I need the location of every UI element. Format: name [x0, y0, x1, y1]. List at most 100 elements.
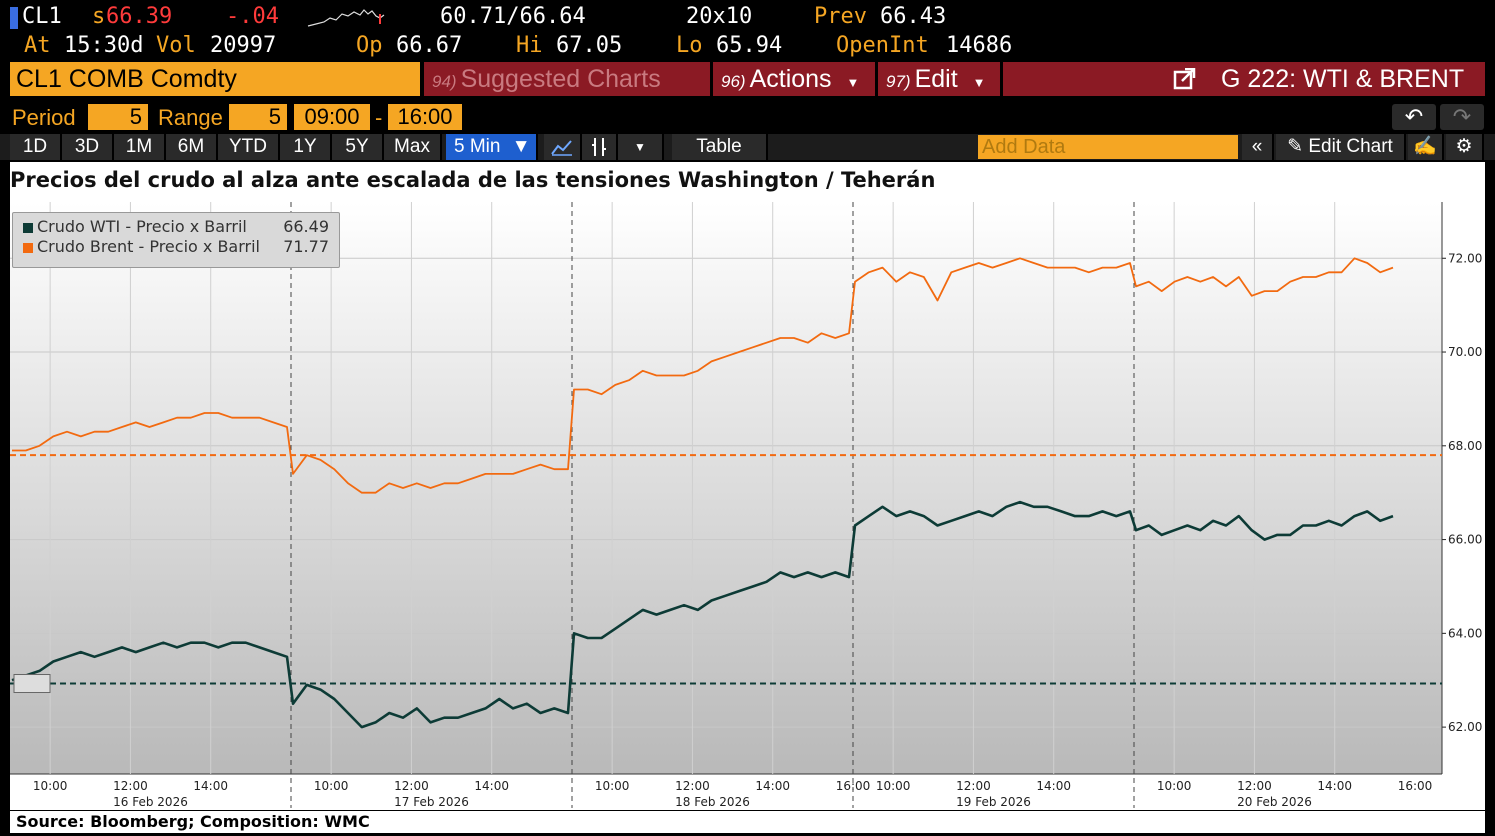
redo-icon[interactable]: ↷ [1440, 104, 1484, 130]
x-tick-label: 16:00 [836, 779, 871, 793]
add-data-input[interactable]: Add Data [978, 135, 1238, 159]
day-label: 19 Feb 2026 [956, 795, 1031, 809]
suggested-label: Suggested Charts [460, 65, 661, 93]
chevron-down-icon: ▼ [972, 75, 986, 90]
legend-label-wti: Crudo WTI - Precio x Barril [37, 217, 247, 236]
chart-toolbar: 1D 3D 1M 6M YTD 1Y 5Y Max 5 Min ▼ ▼ Tabl… [0, 134, 1495, 160]
range-6m-button[interactable]: 6M [166, 134, 218, 160]
range-1m-button[interactable]: 1M [114, 134, 166, 160]
chevron-down-icon: ▼ [511, 136, 531, 157]
edit-menu[interactable]: 97) Edit ▼ [878, 62, 1000, 96]
day-label: 20 Feb 2026 [1237, 795, 1312, 809]
x-tick-label: 12:00 [394, 779, 429, 793]
x-tick-label: 16:00 [1398, 779, 1433, 793]
legend-label-brent: Crudo Brent - Precio x Barril [37, 237, 260, 256]
plot-background [10, 202, 1442, 774]
end-time-input[interactable]: 16:00 [388, 104, 462, 130]
period-input[interactable]: 5 [88, 104, 148, 130]
open-interest-label: OpenInt [836, 33, 929, 58]
bid-ask-size: 20x10 [686, 4, 753, 29]
pencil-icon: ✎ [1287, 136, 1304, 157]
command-bar: CL1 COMB Comdty 94) Suggested Charts 96) A… [0, 62, 1495, 96]
edit-num: 97) [886, 72, 911, 91]
edit-label: Edit [914, 65, 958, 93]
at-time: 15:30d [64, 33, 144, 58]
x-tick-label: 12:00 [113, 779, 148, 793]
edit-chart-label: Edit Chart [1308, 136, 1393, 157]
last-price: 66.39 [106, 4, 173, 29]
x-tick-label: 12:00 [956, 779, 991, 793]
popout-icon[interactable] [1173, 68, 1197, 90]
chart-type-dropdown-icon[interactable]: ▼ [618, 134, 664, 160]
x-tick-label: 14:00 [474, 779, 509, 793]
range-ytd-button[interactable]: YTD [218, 134, 280, 160]
series-line-brent [12, 257, 1394, 494]
vol-value: 20997 [210, 33, 277, 58]
y-tick-label: 68.00 [1448, 439, 1482, 453]
period-label: Period [12, 105, 76, 130]
legend-value-brent: 71.77 [283, 237, 329, 256]
chart-svg: 62.00 64.00 66.00 68.00 70.00 72.00 10:00 12:00… [10, 202, 1482, 809]
range-3d-button[interactable]: 3D [62, 134, 114, 160]
vol-label: Vol [156, 33, 196, 58]
day-label: 16 Feb 2026 [113, 795, 188, 809]
legend-swatch-brent [23, 242, 33, 253]
table-button[interactable]: Table [672, 134, 768, 160]
legend[interactable]: Crudo WTI - Precio x Barril 66.49 Crudo … [12, 212, 340, 268]
net-change: -.04 [226, 4, 279, 29]
low-label: Lo [676, 33, 703, 58]
annotate-icon[interactable]: ✍ [1408, 134, 1444, 160]
edit-chart-button[interactable]: ✎ Edit Chart [1276, 134, 1406, 160]
open-label: Op [356, 33, 383, 58]
candlestick-icon[interactable] [582, 134, 618, 160]
start-time-input[interactable]: 09:00 [294, 104, 370, 130]
chart-title: Precios del crudo al alza ante escalada … [10, 168, 936, 192]
x-tick-label: 14:00 [1036, 779, 1071, 793]
undo-icon[interactable]: ↶ [1392, 104, 1436, 130]
collapse-icon[interactable]: « [1242, 134, 1274, 160]
actions-menu[interactable]: 96) Actions ▼ [713, 62, 875, 96]
period-bar: Period 5 Range 5 09:00 - 16:00 ↶ ↷ [0, 104, 1495, 132]
suggested-charts-button[interactable]: 94) Suggested Charts [424, 62, 710, 96]
line-chart-icon[interactable] [544, 134, 582, 160]
range-max-button[interactable]: Max [384, 134, 442, 160]
ticker[interactable]: CL1 [22, 4, 62, 29]
interval-label: 5 Min [454, 136, 501, 157]
chart-name-bar: G 222: WTI & BRENT [1003, 62, 1485, 96]
range-5y-button[interactable]: 5Y [332, 134, 384, 160]
prev-value: 66.43 [880, 4, 947, 29]
x-tick-label: 10:00 [1157, 779, 1192, 793]
at-label: At [24, 33, 51, 58]
x-tick-label: 12:00 [675, 779, 710, 793]
x-tick-label: 10:00 [314, 779, 349, 793]
x-tick-label: 12:00 [1237, 779, 1272, 793]
y-tick-label: 72.00 [1448, 251, 1482, 265]
gear-icon[interactable]: ⚙ [1446, 134, 1484, 160]
legend-item-wti: Crudo WTI - Precio x Barril 66.49 [23, 217, 329, 237]
x-tick-label: 10:00 [33, 779, 68, 793]
x-tick-label: 10:00 [876, 779, 911, 793]
x-tick-label: 14:00 [193, 779, 228, 793]
bid-ask: 60.71/66.64 [440, 4, 586, 29]
source-footer: Source: Bloomberg; Composition: WMC [10, 811, 1485, 833]
security-field[interactable]: CL1 COMB Comdty [10, 62, 420, 96]
day-label: 18 Feb 2026 [675, 795, 750, 809]
time-separator: - [375, 105, 383, 130]
x-tick-label: 14:00 [755, 779, 790, 793]
range-1d-button[interactable]: 1D [10, 134, 62, 160]
interval-select[interactable]: 5 Min ▼ [446, 134, 538, 160]
legend-item-brent: Crudo Brent - Precio x Barril 71.77 [23, 237, 329, 257]
high-value: 67.05 [556, 33, 623, 58]
actions-label: Actions [749, 65, 832, 93]
y-tick-label: 64.00 [1448, 626, 1482, 640]
x-tick-label: 10:00 [595, 779, 630, 793]
chart-panel: Precios del crudo al alza ante escalada … [10, 162, 1485, 810]
suggested-num: 94) [432, 72, 457, 91]
range-1y-button[interactable]: 1Y [280, 134, 332, 160]
low-value: 65.94 [716, 33, 783, 58]
legend-value-wti: 66.49 [283, 217, 329, 236]
y-tick-label: 70.00 [1448, 345, 1482, 359]
open-interest-value: 14686 [946, 33, 1013, 58]
range-input[interactable]: 5 [229, 104, 287, 130]
chart-name: G 222: WTI & BRENT [1221, 65, 1465, 93]
